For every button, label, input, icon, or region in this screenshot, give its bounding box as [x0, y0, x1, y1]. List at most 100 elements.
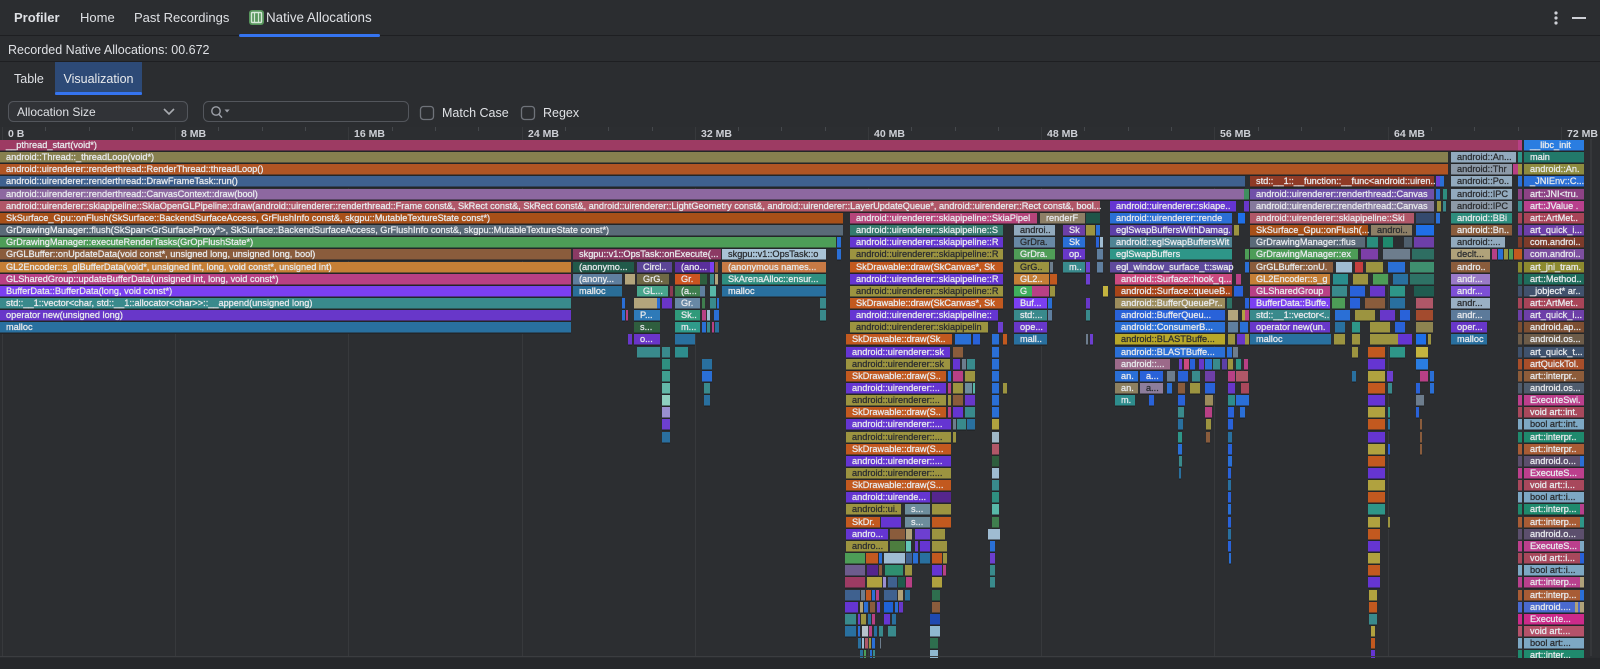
svg-text:oper...: oper...: [1457, 322, 1483, 332]
svg-text:op.: op.: [1069, 249, 1082, 259]
svg-text:GL2..: GL2..: [1020, 274, 1042, 284]
svg-text:eglSwapBuffersWithDamag.: eglSwapBuffersWithDamag.: [1116, 225, 1231, 235]
svg-text:android::ui.: android::ui.: [852, 504, 897, 514]
svg-text:Gr.: Gr.: [681, 274, 693, 284]
svg-text:android::uirenderer::...: android::uirenderer::...: [852, 432, 942, 442]
svg-text:16 MB: 16 MB: [354, 128, 385, 140]
svg-text:art::interp...: art::interp...: [1530, 590, 1576, 600]
svg-text:art::JNI<tru.: art::JNI<tru.: [1530, 189, 1578, 199]
svg-text:_JNIEnv::C...: _JNIEnv::C...: [1529, 176, 1584, 186]
svg-text:Match Case: Match Case: [442, 106, 509, 120]
svg-text:art_quick_i...: art_quick_i...: [1530, 225, 1582, 235]
svg-text:malloc: malloc: [1457, 334, 1484, 344]
svg-text:an.: an.: [1121, 383, 1134, 393]
svg-text:declt...: declt...: [1457, 249, 1484, 259]
svg-text:android....: android....: [1530, 602, 1571, 612]
svg-text:android::IPC: android::IPC: [1457, 189, 1508, 199]
svg-text:GL2Encoder::s_g: GL2Encoder::s_g: [1256, 274, 1328, 284]
svg-text:skgpu::v1::OpsTask::onExecute(: skgpu::v1::OpsTask::onExecute(...: [579, 249, 718, 259]
svg-text:SkDrawable::draw(S..: SkDrawable::draw(S..: [852, 407, 941, 417]
svg-text:andro...: andro...: [852, 541, 883, 551]
svg-text:andro..: andro..: [1457, 262, 1486, 272]
svg-text:eglSwapBuffers: eglSwapBuffers: [1116, 249, 1181, 259]
svg-text:SkDr.: SkDr.: [852, 517, 874, 527]
svg-text:Sk: Sk: [1069, 237, 1080, 247]
svg-text:32 MB: 32 MB: [701, 128, 732, 140]
svg-text:Recorded Native Allocations: 0: Recorded Native Allocations: 00.672: [8, 43, 210, 57]
svg-text:BufferData::BufferData(long, v: BufferData::BufferData(long, void const*…: [6, 286, 172, 296]
svg-text:android::uirenderer::skiapipel: android::uirenderer::skiapipeline::SkiaP…: [856, 213, 1030, 223]
svg-text:android::uirenderer::skiapipel: android::uirenderer::skiapipeline::: [856, 310, 992, 320]
svg-text:operator new(un.: operator new(un.: [1256, 322, 1325, 332]
svg-text:SkDrawable::draw(S..: SkDrawable::draw(S..: [852, 371, 941, 381]
svg-text:android::IPC: android::IPC: [1457, 201, 1508, 211]
svg-text:GrGLBuffer::onUpdateData(void: GrGLBuffer::onUpdateData(void const*, un…: [6, 249, 315, 259]
svg-text:android.ap...: android.ap...: [1530, 322, 1581, 332]
svg-text:renderF: renderF: [1046, 213, 1079, 223]
svg-text:android::uirenderer::skiapipel: android::uirenderer::skiapipeline::R: [856, 249, 999, 259]
svg-text:android::BufferQueuePr..: android::BufferQueuePr..: [1121, 298, 1222, 308]
svg-text:bool art::i...: bool art::i...: [1530, 492, 1575, 502]
svg-text:void art::i...: void art::i...: [1530, 480, 1575, 490]
svg-text:malloc: malloc: [6, 322, 33, 332]
svg-text:android::uirenderer::renderthr: android::uirenderer::renderthread::DrawF…: [6, 176, 238, 186]
svg-text:o...: o...: [640, 334, 653, 344]
svg-text:android::Thr: android::Thr: [1457, 164, 1507, 174]
svg-text:android::ConsumerB...: android::ConsumerB...: [1121, 322, 1213, 332]
svg-text:android::Bn..: android::Bn..: [1457, 225, 1509, 235]
svg-text:SkDrawable::draw(SkCanvas*, Sk: SkDrawable::draw(SkCanvas*, Sk: [856, 262, 995, 272]
svg-text:android::uirenderer::skiape..: android::uirenderer::skiape..: [1116, 201, 1230, 211]
svg-text:androi..: androi..: [1377, 225, 1408, 235]
svg-text:Circl..: Circl..: [643, 262, 666, 272]
svg-text:android::Po..: android::Po..: [1457, 176, 1509, 186]
svg-text:artQuickTol.: artQuickTol.: [1530, 359, 1579, 369]
svg-text:std::__1::vector<..: std::__1::vector<..: [1256, 310, 1329, 320]
svg-text:40 MB: 40 MB: [874, 128, 905, 140]
svg-text:(anony...: (anony...: [579, 274, 614, 284]
svg-text:GLSharedGroup::updateBufferDat: GLSharedGroup::updateBufferData(unsigned…: [6, 274, 279, 284]
svg-text:ExecuteS...: ExecuteS...: [1530, 468, 1577, 478]
svg-text:std::__1::__function::__func<a: std::__1::__function::__func<android::ui…: [1256, 176, 1438, 186]
svg-text:GrDra.: GrDra.: [1020, 237, 1048, 247]
svg-text:android::uirenderer::skiapipel: android::uirenderer::skiapipeline::R: [856, 286, 999, 296]
svg-text:64 MB: 64 MB: [1394, 128, 1425, 140]
svg-text:SkDrawable::draw(Sk..: SkDrawable::draw(Sk..: [852, 334, 945, 344]
svg-text:android::uirenderer::skiapipel: android::uirenderer::skiapipelin: [856, 322, 982, 332]
svg-text:androi..: androi..: [1020, 225, 1051, 235]
svg-text:GrDrawingManager::executeRende: GrDrawingManager::executeRenderTasks(GrO…: [6, 237, 253, 247]
svg-text:android::uirende...: android::uirende...: [852, 492, 926, 502]
svg-text:android::uirenderer::...: android::uirenderer::...: [852, 468, 942, 478]
svg-text:android::uirenderer::skiapipel: android::uirenderer::skiapipeline::R: [856, 274, 999, 284]
svg-text:art_quick_t...: art_quick_t...: [1530, 347, 1583, 357]
svg-text:art::interpr..: art::interpr..: [1530, 432, 1576, 442]
svg-text:G: G: [1020, 286, 1027, 296]
svg-text:bool art:...: bool art:...: [1530, 638, 1571, 648]
svg-text:android::uirenderer::skiapipel: android::uirenderer::skiapipeline::R: [856, 237, 999, 247]
svg-text:android::uirenderer::sk: android::uirenderer::sk: [852, 347, 944, 357]
svg-text:art::interpr..: art::interpr..: [1530, 371, 1576, 381]
svg-text:GrGLBuffer::onU.: GrGLBuffer::onU.: [1256, 262, 1327, 272]
svg-text:android::...: android::...: [1457, 237, 1500, 247]
svg-text:ope...: ope...: [1020, 322, 1043, 332]
svg-text:android::uirenderer::renderthr: android::uirenderer::renderthread::Canva…: [1256, 201, 1428, 211]
svg-text:art::inter...: art::inter...: [1530, 650, 1571, 660]
svg-text:andr...: andr...: [1457, 274, 1483, 284]
svg-text:24 MB: 24 MB: [528, 128, 559, 140]
svg-text:art::ArtMet..: art::ArtMet..: [1530, 298, 1578, 308]
svg-text:SkArenaAlloc::ensur...: SkArenaAlloc::ensur...: [728, 274, 818, 284]
svg-text:art_jni_tram.: art_jni_tram.: [1530, 262, 1581, 272]
svg-text:android.os...: android.os...: [1530, 383, 1581, 393]
svg-text:android::uirenderer::renderthr: android::uirenderer::renderthread::Canva…: [1256, 189, 1428, 199]
svg-text:bool art::int.: bool art::int.: [1530, 419, 1578, 429]
svg-text:std:...: std:...: [1020, 310, 1042, 320]
svg-text:android::Thread::_threadLoop(v: android::Thread::_threadLoop(void*): [6, 152, 154, 162]
svg-text:GLSharedGroup: GLSharedGroup: [1256, 286, 1323, 296]
svg-text:art::ArtMet..: art::ArtMet..: [1530, 213, 1578, 223]
svg-text:a...: a...: [1146, 371, 1159, 381]
svg-text:art::interp...: art::interp...: [1530, 517, 1576, 527]
svg-text:andr...: andr...: [1457, 286, 1483, 296]
svg-text:skgpu::v1::OpsTask::o: skgpu::v1::OpsTask::o: [728, 249, 818, 259]
svg-text:android::uirenderer::skiapipel: android::uirenderer::skiapipeline::Ski: [1256, 213, 1405, 223]
svg-text:Native Allocations: Native Allocations: [266, 10, 372, 25]
svg-text:(ano...: (ano...: [681, 262, 707, 272]
